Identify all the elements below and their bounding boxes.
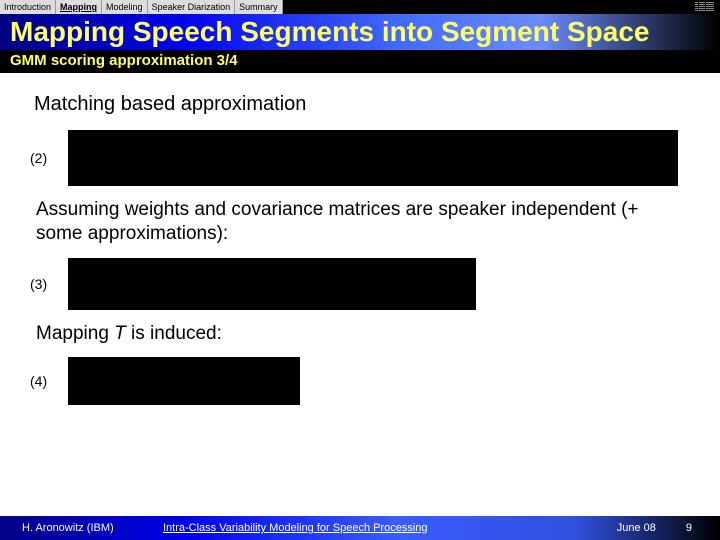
footer-page-number: 9 [686, 522, 720, 534]
nav-item-speaker-diarization[interactable]: Speaker Diarization [148, 0, 236, 14]
footer-date: June 08 [617, 522, 686, 534]
title-band: Mapping Speech Segments into Segment Spa… [0, 14, 720, 50]
slide-subtitle: GMM scoring approximation 3/4 [10, 52, 720, 69]
subtitle-band: GMM scoring approximation 3/4 [0, 50, 720, 73]
nav-label: Modeling [106, 2, 143, 12]
equation-label: (4) [30, 373, 60, 389]
nav-end [283, 0, 720, 14]
footer: H. Aronowitz (IBM) Intra-Class Variabili… [0, 516, 720, 540]
section-heading: Matching based approximation [34, 93, 690, 116]
nav-label: Introduction [4, 2, 51, 12]
slide-title: Mapping Speech Segments into Segment Spa… [10, 16, 720, 48]
nav-item-summary[interactable]: Summary [235, 0, 283, 14]
nav-label: Summary [239, 2, 278, 12]
equation-row-2: (2) [30, 130, 690, 186]
footer-author: H. Aronowitz (IBM) [0, 522, 155, 534]
footer-talk-title: Intra-Class Variability Modeling for Spe… [155, 522, 617, 534]
nav-item-modeling[interactable]: Modeling [102, 0, 148, 14]
nav-label: Speaker Diarization [152, 2, 231, 12]
body-text-2: Mapping T is induced: [36, 322, 690, 346]
content-area: Matching based approximation (2) Assumin… [0, 73, 720, 405]
body-text-pre: Mapping [36, 323, 114, 344]
body-text-post: is induced: [126, 323, 222, 344]
ibm-logo-icon [695, 2, 714, 12]
nav-label: Mapping [60, 2, 97, 12]
equation-box-4 [68, 357, 300, 405]
nav-item-mapping[interactable]: Mapping [56, 0, 102, 14]
equation-label: (2) [30, 150, 60, 166]
body-text-italic: T [114, 323, 126, 344]
nav-item-introduction[interactable]: Introduction [0, 0, 56, 14]
equation-box-3 [68, 258, 476, 310]
equation-row-3: (3) [30, 258, 690, 310]
nav-bar: Introduction Mapping Modeling Speaker Di… [0, 0, 720, 14]
body-text-1: Assuming weights and covariance matrices… [36, 198, 690, 246]
equation-box-2 [68, 130, 678, 186]
equation-label: (3) [30, 276, 60, 292]
equation-row-4: (4) [30, 357, 690, 405]
